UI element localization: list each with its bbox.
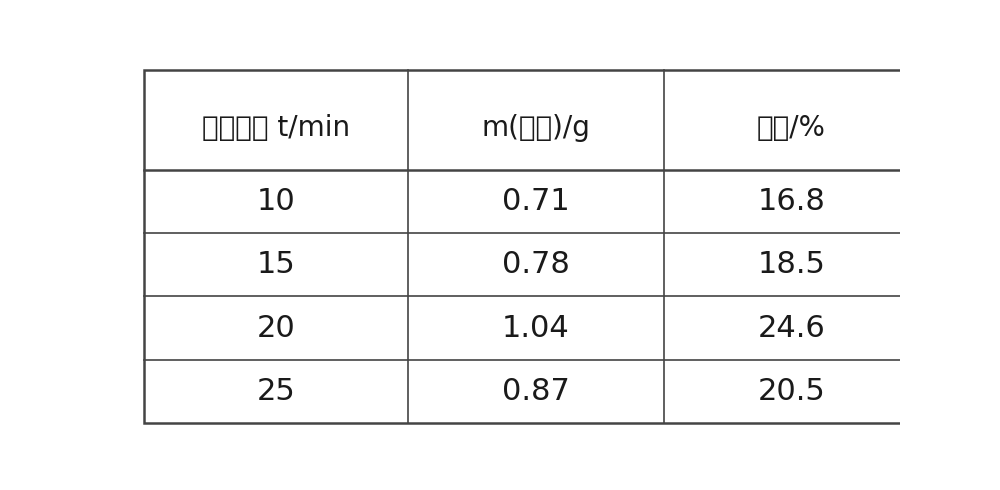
Text: 18.5: 18.5 — [758, 250, 825, 279]
Text: 25: 25 — [257, 377, 296, 406]
Text: m(卟啊)/g: m(卟啊)/g — [481, 114, 590, 142]
Text: 0.87: 0.87 — [502, 377, 570, 406]
Text: 20: 20 — [257, 314, 296, 343]
Text: 0.78: 0.78 — [502, 250, 570, 279]
Text: 20.5: 20.5 — [758, 377, 825, 406]
Text: 15: 15 — [257, 250, 296, 279]
Text: 16.8: 16.8 — [758, 187, 825, 216]
Text: 反应时间 t/min: 反应时间 t/min — [202, 114, 350, 142]
Text: 1.04: 1.04 — [502, 314, 570, 343]
Text: 0.71: 0.71 — [502, 187, 570, 216]
Text: 产率/%: 产率/% — [757, 114, 826, 142]
Text: 24.6: 24.6 — [758, 314, 825, 343]
Text: 10: 10 — [257, 187, 296, 216]
